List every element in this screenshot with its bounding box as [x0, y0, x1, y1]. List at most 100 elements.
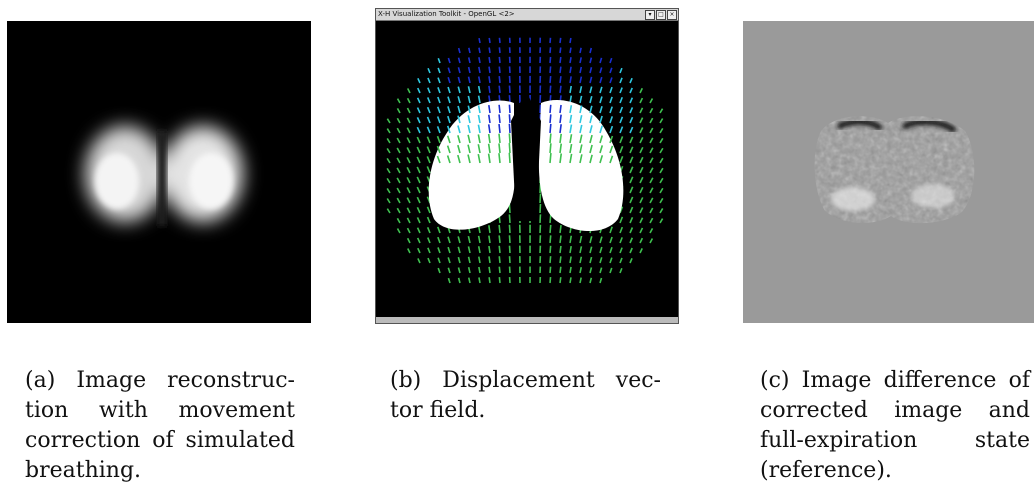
vector-arrow	[639, 97, 644, 104]
vector-arrow	[609, 106, 613, 114]
vector-arrow	[619, 226, 624, 234]
caption-c-line: corrected image and	[760, 398, 1030, 423]
vector-arrow	[508, 152, 511, 164]
vector-arrow	[498, 37, 501, 44]
vector-arrow	[639, 197, 644, 204]
vector-arrow	[498, 123, 501, 134]
vector-arrow	[498, 245, 501, 254]
vector-arrow	[478, 256, 481, 264]
vector-arrow	[467, 134, 471, 144]
vector-arrow	[386, 198, 391, 204]
vector-arrow	[437, 57, 441, 64]
vector-arrow	[498, 143, 501, 154]
vector-arrow	[477, 95, 481, 104]
vector-arrow	[629, 126, 634, 134]
vector-arrow	[427, 87, 431, 94]
difference-blob	[814, 116, 975, 224]
vector-arrow	[579, 235, 583, 244]
vector-arrow	[609, 236, 613, 244]
vector-arrow	[549, 266, 552, 274]
vector-arrow	[569, 266, 572, 274]
vector-arrow	[559, 143, 563, 154]
vector-arrow	[629, 206, 634, 214]
vector-arrow	[639, 248, 643, 254]
vector-arrow	[619, 87, 623, 94]
vector-arrow	[427, 237, 431, 244]
vector-arrow	[487, 153, 491, 164]
vector-arrow	[649, 238, 654, 244]
vector-arrow	[589, 47, 593, 54]
vector-arrow	[579, 154, 583, 164]
caption-b-line: (b) Displacement vec-	[390, 368, 661, 393]
vector-arrow	[498, 266, 501, 274]
caption-a-line: tion with movement	[25, 398, 295, 423]
vector-arrow	[386, 118, 391, 124]
vector-arrow	[579, 134, 583, 144]
vector-arrow	[619, 155, 624, 164]
caption-a-line: breathing.	[25, 458, 142, 483]
close-button[interactable]: ×	[667, 10, 677, 20]
vector-arrow	[467, 144, 471, 154]
maximize-button[interactable]: □	[656, 10, 666, 20]
vector-arrow	[629, 257, 633, 264]
vector-arrow	[396, 187, 401, 194]
vector-arrow	[559, 56, 562, 64]
vector-arrow	[649, 207, 654, 214]
vector-arrow	[649, 147, 654, 154]
vector-arrow	[629, 166, 634, 174]
vector-arrow	[447, 57, 451, 64]
vector-arrow	[579, 57, 582, 64]
vector-arrow	[447, 106, 451, 114]
vector-arrow	[416, 196, 421, 204]
vector-arrow	[599, 277, 603, 284]
vector-arrow	[457, 154, 461, 164]
vector-arrow	[457, 246, 461, 254]
vector-arrow	[629, 107, 634, 114]
vector-arrow	[569, 105, 573, 114]
vector-arrow	[406, 88, 411, 94]
vector-arrow	[468, 47, 471, 54]
vector-arrow	[498, 56, 501, 64]
vector-arrow	[589, 95, 593, 104]
vector-arrow	[559, 245, 562, 254]
vector-arrow	[467, 76, 471, 84]
vector-arrow	[467, 115, 471, 124]
vector-arrow	[639, 237, 644, 244]
vector-arrow	[589, 267, 593, 274]
vector-arrow	[549, 66, 552, 74]
vector-arrow	[437, 96, 441, 104]
vector-arrow	[457, 96, 461, 104]
vector-arrow	[406, 227, 411, 234]
vector-arrow	[649, 107, 654, 114]
minimize-button[interactable]: ▾	[645, 10, 655, 20]
vector-arrow	[498, 76, 501, 84]
vector-arrow	[436, 126, 441, 134]
vector-arrow	[426, 136, 431, 144]
vector-arrow	[498, 47, 501, 54]
vector-arrow	[559, 133, 563, 144]
vector-arrow	[427, 67, 431, 74]
vector-arrow	[477, 235, 481, 244]
vector-arrow	[649, 187, 654, 194]
vector-arrow	[559, 124, 562, 134]
vector-arrow	[589, 125, 593, 134]
vector-arrow	[386, 128, 391, 134]
vector-arrow	[457, 67, 461, 74]
vector-arrow	[649, 127, 654, 134]
vector-arrow	[498, 133, 501, 144]
vector-arrow	[589, 277, 593, 284]
vector-arrow	[619, 257, 623, 264]
vector-arrow	[467, 267, 471, 274]
vector-arrow	[406, 237, 411, 244]
vector-arrow	[416, 227, 421, 234]
vector-arrow	[569, 85, 573, 94]
vector-arrow	[488, 85, 491, 94]
vector-arrow	[478, 57, 481, 64]
vector-arrow	[417, 258, 421, 264]
vector-arrow	[508, 143, 511, 154]
vector-arrow	[649, 137, 654, 144]
vector-arrow	[569, 57, 572, 64]
vector-arrow	[426, 226, 431, 234]
vector-arrow	[447, 67, 451, 74]
vector-arrow	[589, 134, 593, 144]
